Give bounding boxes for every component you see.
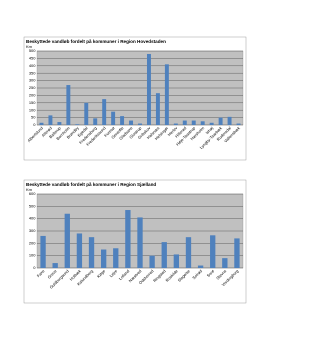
bar — [120, 116, 125, 125]
y-tick-label: 150 — [29, 100, 36, 105]
bar — [164, 64, 169, 125]
y-tick-label: 450 — [29, 55, 36, 60]
y-tick-label: 500 — [29, 48, 36, 53]
bar — [39, 122, 44, 125]
y-tick-label: 250 — [29, 85, 36, 90]
page: Beskyttede vandløb fordelt på kommuner i… — [23, 36, 247, 304]
bar — [173, 254, 180, 268]
bar — [48, 115, 53, 125]
x-tick-label: Køge — [96, 268, 107, 279]
y-tick-label: 200 — [29, 240, 36, 245]
bar — [40, 235, 46, 268]
y-tick-label: 300 — [29, 78, 36, 83]
bar — [191, 120, 196, 125]
y-tick-label: 50 — [31, 115, 36, 120]
bar — [146, 53, 151, 125]
bar — [185, 237, 192, 268]
bar — [182, 120, 187, 125]
y-axis-label: Km — [26, 44, 33, 49]
bar — [222, 258, 228, 268]
bar — [137, 217, 143, 268]
bar — [197, 265, 204, 268]
bar — [100, 249, 107, 268]
y-tick-label: 100 — [29, 107, 36, 112]
y-tick-label: 400 — [29, 63, 36, 68]
x-tick-label: Ishøj — [204, 125, 214, 135]
y-tick-label: 400 — [29, 216, 36, 221]
x-tick-label: Herlev — [167, 125, 179, 137]
bar — [161, 242, 167, 268]
y-axis-label: Km — [26, 187, 33, 192]
y-tick-label: 0 — [33, 265, 36, 270]
bar — [200, 121, 205, 125]
x-tick-label: Solrød — [191, 268, 203, 280]
x-tick-label: Lejre — [108, 268, 118, 278]
bar — [210, 235, 216, 268]
x-tick-label: Greve — [46, 268, 58, 280]
y-tick-label: 100 — [29, 253, 36, 258]
bar — [173, 123, 178, 125]
y-tick-label: 350 — [29, 70, 36, 75]
bar — [149, 255, 155, 268]
bar — [129, 120, 134, 125]
bar — [52, 263, 58, 268]
bar — [218, 117, 223, 125]
x-tick-label: Sorø — [205, 268, 215, 278]
bar — [111, 111, 116, 125]
bar — [236, 123, 241, 125]
bar — [113, 248, 119, 268]
y-tick-label: 0 — [33, 122, 36, 127]
chart-title: Beskyttede vandløb fordelt på kommuner i… — [26, 38, 166, 44]
y-tick-label: 300 — [29, 228, 36, 233]
y-tick-label: 200 — [29, 92, 36, 97]
bar — [64, 213, 70, 268]
bar — [66, 85, 71, 125]
bar — [125, 210, 131, 268]
bar — [93, 118, 98, 125]
bar — [138, 123, 142, 125]
bar — [75, 124, 80, 125]
bar — [76, 233, 83, 268]
bar — [227, 116, 232, 125]
x-tick-label: Faxe — [36, 268, 46, 278]
bar — [88, 237, 95, 268]
bar — [57, 122, 62, 125]
y-tick-label: 500 — [29, 203, 36, 208]
bar — [102, 99, 107, 125]
bar — [209, 122, 214, 125]
chart: Beskyttede vandløb fordelt på kommuner i… — [23, 36, 247, 161]
bar — [84, 102, 89, 125]
bar — [234, 238, 240, 268]
chart: Beskyttede vandløb fordelt på kommuner i… — [23, 179, 247, 304]
y-tick-label: 600 — [29, 191, 36, 196]
chart-title: Beskyttede vandløb fordelt på kommuner i… — [26, 181, 156, 187]
bar — [155, 93, 160, 125]
